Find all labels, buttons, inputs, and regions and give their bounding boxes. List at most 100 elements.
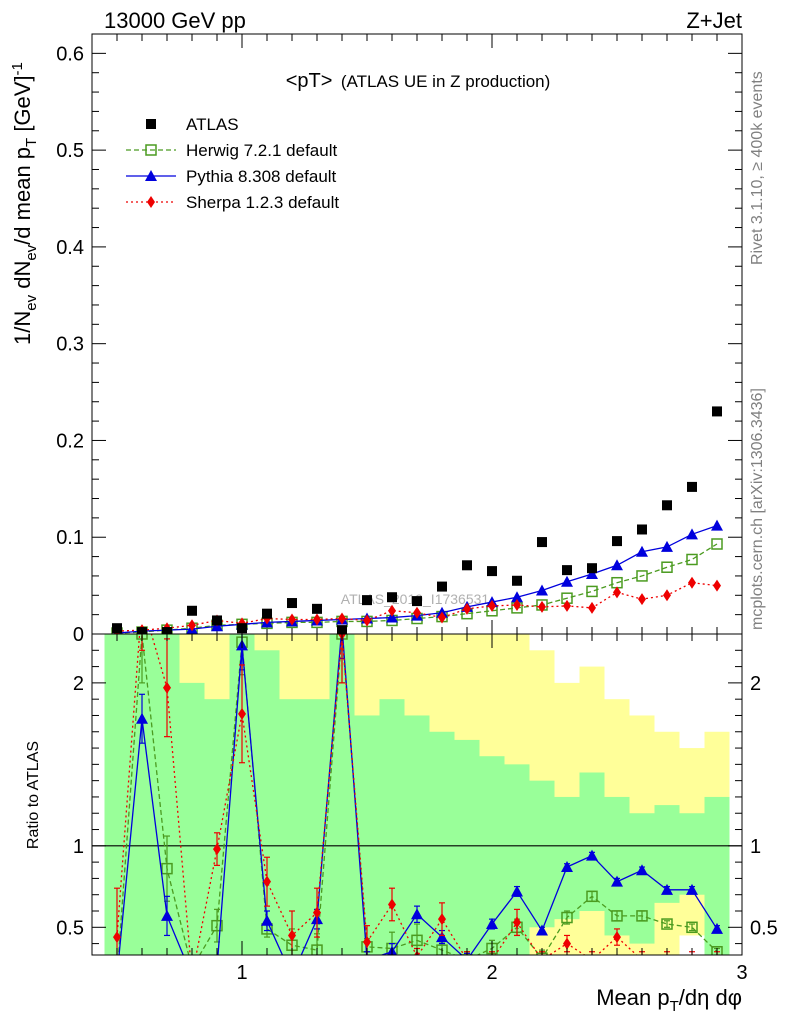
ratio-data-point: [591, 953, 593, 955]
legend: ATLAS Herwig 7.2.1 default Pythia 8.308 de…: [126, 115, 339, 212]
ratio-stat-band: [679, 813, 705, 895]
main-data-point: [711, 538, 723, 550]
ratio-data-point: [211, 919, 223, 932]
ratio-data-point: [541, 953, 543, 955]
ratio-data-point: [112, 971, 122, 981]
ratio-stat-band: [529, 780, 555, 928]
main-data-point: [513, 598, 521, 611]
ratio-data-point: [438, 913, 446, 926]
main-data-point: [636, 570, 648, 582]
main-data-point: [588, 601, 596, 614]
ratio-data-point: [513, 916, 521, 929]
main-data-point: [688, 576, 696, 589]
legend-marker: [145, 170, 157, 181]
ratio-data-point: [563, 937, 571, 950]
mcplots-label: mcplots.cern.ch [arXiv:1306.3436]: [749, 388, 766, 630]
main-data-point: [587, 563, 597, 574]
ratio-data-point: [611, 875, 623, 887]
ratio-data-point: [641, 953, 643, 955]
ratio-data-point: [486, 918, 498, 930]
ratio-data-point: [436, 931, 448, 943]
ratio-data-point: [288, 929, 296, 942]
ratio-data-point: [636, 864, 648, 876]
ratio-x-tick-label: 1: [236, 962, 247, 984]
main-data-point: [686, 553, 698, 566]
main-data-point: [112, 623, 122, 634]
ratio-y-tick-label: 1: [73, 836, 84, 858]
ratio-x-tick-label: 3: [736, 962, 747, 984]
main-data-point: [562, 565, 572, 576]
main-data-point: [388, 604, 396, 617]
ratio-stat-band: [454, 739, 480, 955]
main-title: <pT> (ATLAS UE in Z production): [286, 70, 551, 92]
main-data-point: [638, 593, 646, 606]
ratio-y-tick-label: 2: [73, 673, 84, 695]
main-data-point: [413, 606, 421, 619]
header-left: 13000 GeV pp: [104, 8, 246, 33]
ratio-data-point: [586, 849, 598, 861]
ratio-data-point: [163, 681, 171, 694]
main-data-point: [537, 537, 547, 548]
main-y-tick-label: 0: [73, 624, 84, 646]
ratio-y-tick-label-right: 0.5: [750, 917, 778, 939]
ratio-data-point: [613, 931, 621, 944]
main-data-point: [711, 519, 723, 531]
ratio-data-point: [261, 914, 273, 926]
main-data-point: [188, 619, 196, 632]
ratio-data-point: [461, 954, 473, 955]
main-data-point: [363, 614, 371, 627]
main-y-axis-label: 1/Nev dNev/d mean pT [GeV]-1: [9, 62, 40, 345]
main-data-point: [386, 611, 398, 623]
ratio-stat-band: [329, 634, 355, 955]
main-data-point: [661, 540, 673, 552]
legend-marker: [145, 144, 157, 156]
ratio-stat-band: [129, 634, 155, 955]
main-data-point: [237, 623, 247, 634]
main-data-point: [713, 579, 721, 592]
main-data-point: [686, 528, 698, 540]
header-right: Z+Jet: [686, 8, 742, 33]
ratio-data-point: [511, 885, 523, 897]
main-y-tick-label: 0.4: [56, 237, 84, 259]
main-data-point: [512, 575, 522, 586]
ratio-y-tick-label: 0.5: [56, 917, 84, 939]
main-data-point: [487, 566, 497, 577]
legend-label: Herwig 7.2.1 default: [186, 141, 337, 160]
ratio-data-point: [363, 935, 371, 948]
main-data-point: [137, 627, 147, 638]
main-data-point: [212, 615, 222, 626]
main-y-tick-label: 0.2: [56, 430, 84, 452]
ratio-data-point: [213, 843, 221, 856]
main-title-sub: (ATLAS UE in Z production): [341, 72, 550, 91]
ratio-data-point: [263, 875, 271, 888]
legend-marker: [147, 196, 155, 208]
ratio-data-point: [211, 962, 223, 973]
ratio-data-point: [561, 911, 573, 924]
ratio-y-tick-label-right: 2: [750, 673, 761, 695]
main-y-tick-label: 0.6: [56, 43, 84, 65]
ratio-data-point: [313, 906, 321, 919]
ratio-stat-band: [554, 796, 580, 920]
ratio-data-point: [686, 883, 698, 895]
ratio-data-point: [111, 970, 123, 981]
main-data-point: [262, 608, 272, 619]
main-data-point: [586, 585, 598, 598]
main-data-point: [438, 611, 446, 624]
main-title-main: <pT>: [286, 70, 333, 92]
main-data-point: [561, 575, 573, 587]
ratio-data-point: [661, 883, 673, 895]
main-data-point: [312, 603, 322, 614]
ratio-data-point: [187, 963, 197, 973]
ratio-data-point: [411, 934, 423, 947]
ratio-data-point: [711, 922, 723, 934]
main-data-point: [488, 599, 496, 612]
x-axis-label: Mean pT/dη dφ: [596, 985, 742, 1015]
ratio-data-point: [286, 970, 298, 981]
ratio-stat-band: [579, 772, 605, 912]
ratio-data-point: [666, 953, 668, 955]
ratio-panel: 0.5 0.5 1 1 2 2 1 2 3: [56, 633, 778, 984]
ratio-inner: [92, 634, 742, 981]
ratio-data-point: [186, 970, 198, 981]
ratio-data-point: [161, 909, 173, 921]
